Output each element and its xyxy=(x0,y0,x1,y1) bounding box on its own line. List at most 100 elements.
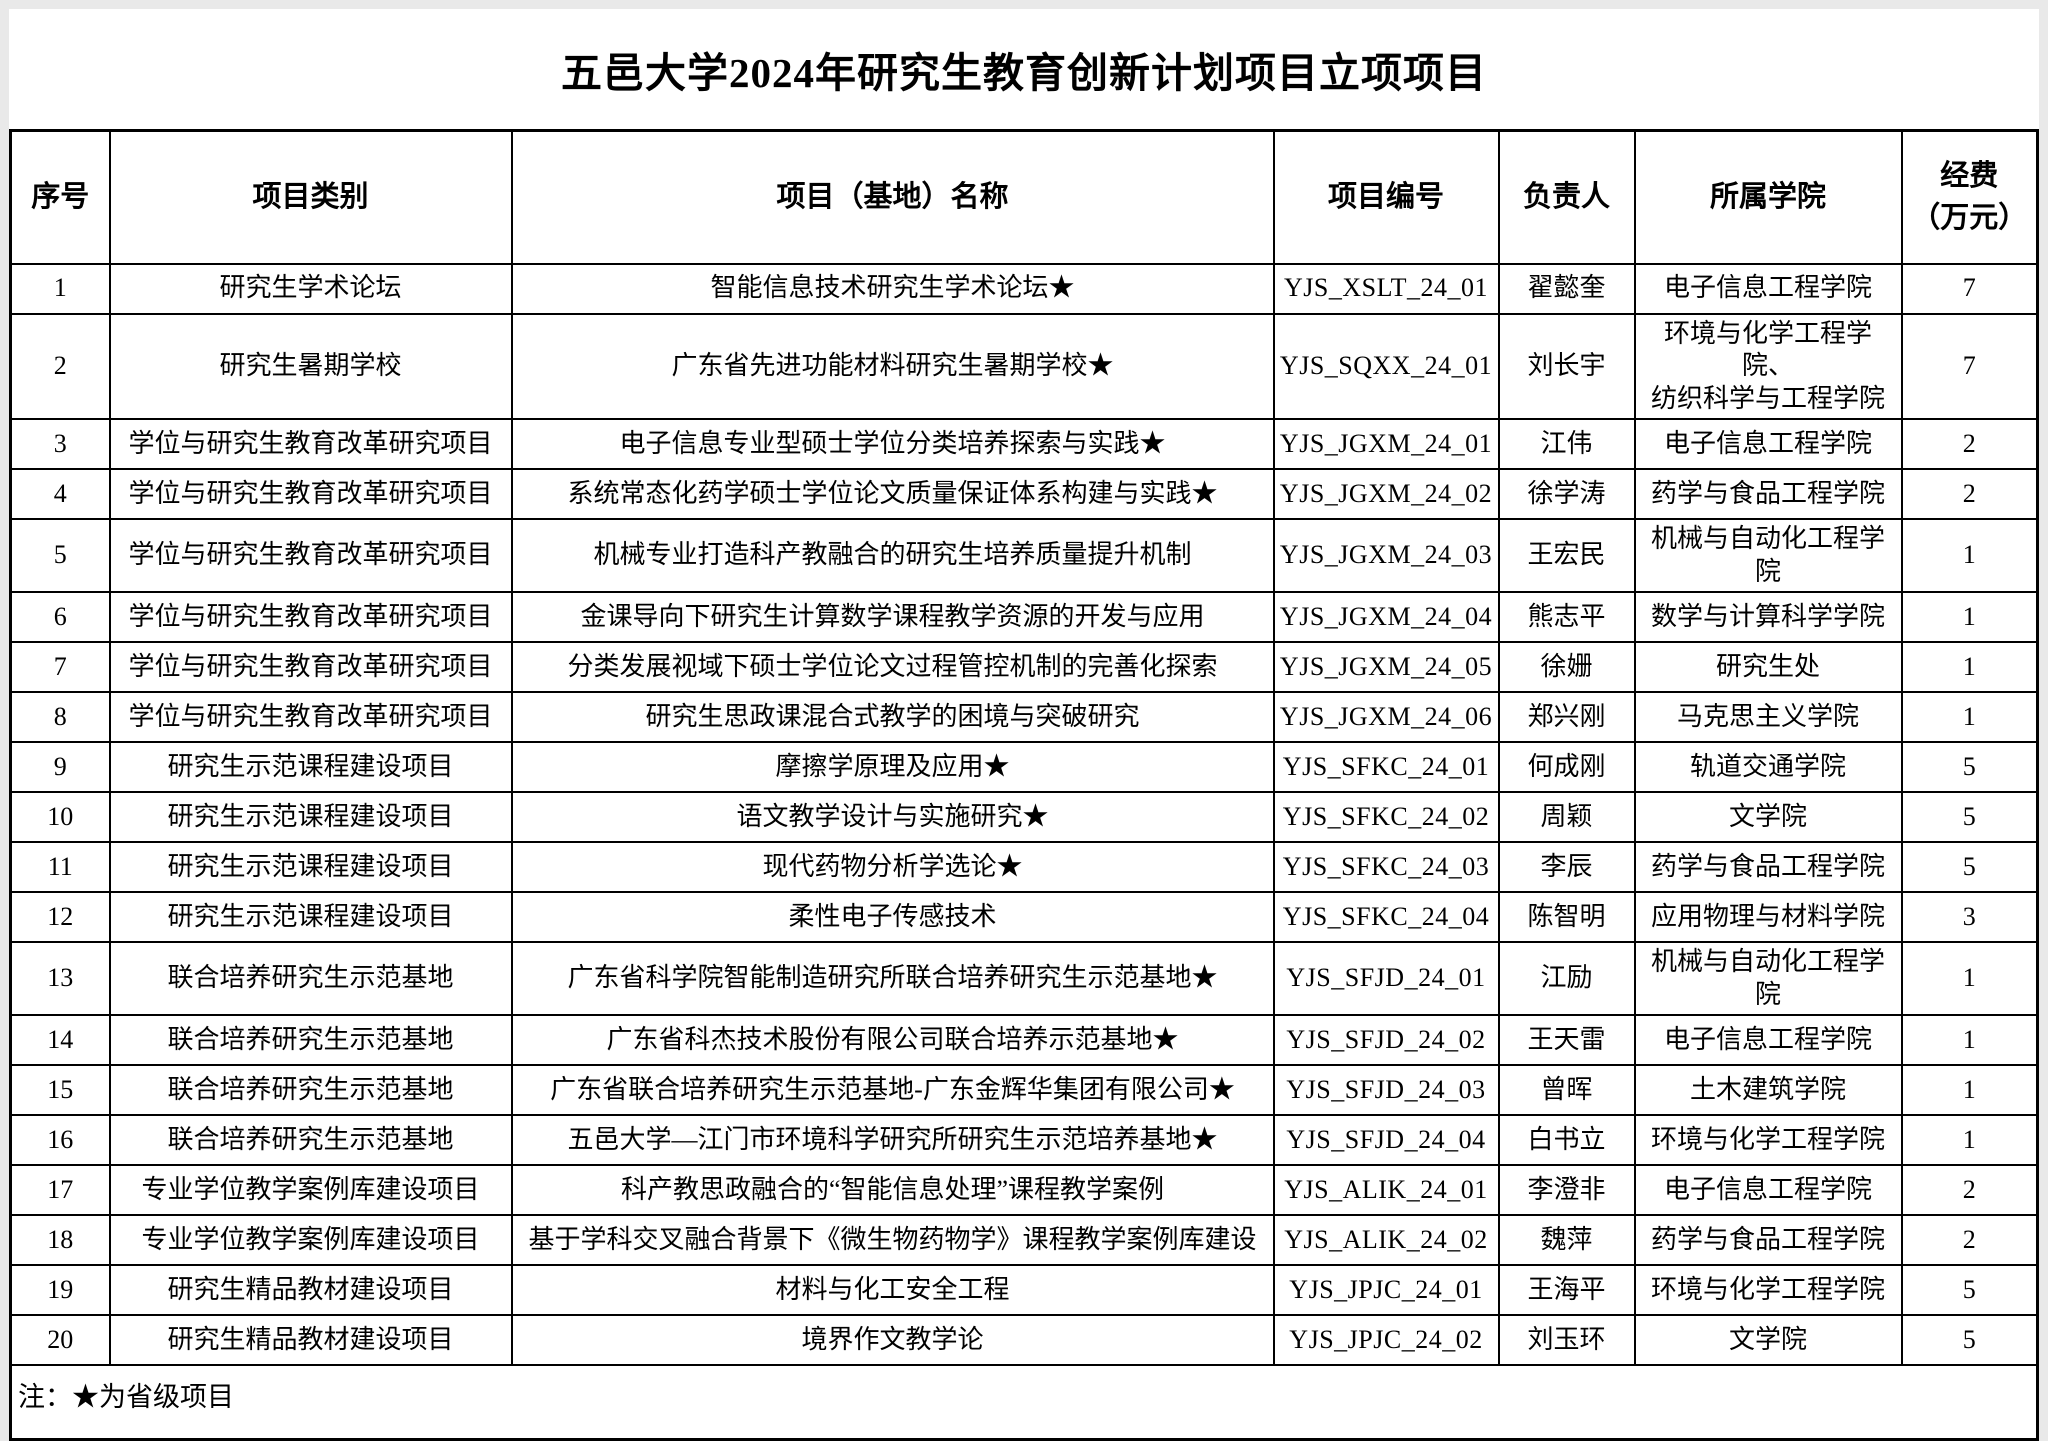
cell-college: 土木建筑学院 xyxy=(1633,1064,1903,1116)
cell-category: 专业学位教学案例库建设项目 xyxy=(108,1164,513,1216)
header-name: 项目（基地）名称 xyxy=(510,129,1275,265)
cell-college: 文学院 xyxy=(1633,1314,1903,1366)
cell-category: 联合培养研究生示范基地 xyxy=(108,1014,513,1066)
table-row: 2 研究生暑期学校 广东省先进功能材料研究生暑期学校★ YJS_SQXX_24_… xyxy=(9,312,2039,420)
table-row: 13 联合培养研究生示范基地 广东省科学院智能制造研究所联合培养研究生示范基地★… xyxy=(9,941,2039,1016)
cell-project-name: 柔性电子传感技术 xyxy=(510,891,1275,943)
cell-funding: 2 xyxy=(1900,418,2039,470)
cell-project-code: YJS_ALIK_24_02 xyxy=(1272,1214,1500,1266)
cell-leader: 王天雷 xyxy=(1497,1014,1636,1066)
cell-index: 17 xyxy=(9,1164,111,1216)
cell-index: 3 xyxy=(9,418,111,470)
cell-leader: 王宏民 xyxy=(1497,518,1636,593)
cell-college: 电子信息工程学院 xyxy=(1633,418,1903,470)
note-row: 注：★为省级项目 xyxy=(9,1364,2039,1440)
cell-project-code: YJS_SFJD_24_02 xyxy=(1272,1014,1500,1066)
cell-project-name: 广东省科杰技术股份有限公司联合培养示范基地★ xyxy=(510,1014,1275,1066)
cell-college: 轨道交通学院 xyxy=(1633,741,1903,793)
cell-project-code: YJS_JGXM_24_05 xyxy=(1272,641,1500,693)
cell-index: 5 xyxy=(9,518,111,593)
header-row: 序号 项目类别 项目（基地）名称 项目编号 负责人 所属学院 经费 （万元） xyxy=(9,129,2039,265)
cell-project-name: 语文教学设计与实施研究★ xyxy=(510,791,1275,843)
cell-index: 19 xyxy=(9,1264,111,1316)
table-row: 6 学位与研究生教育改革研究项目 金课导向下研究生计算数学课程教学资源的开发与应… xyxy=(9,591,2039,643)
table-row: 9 研究生示范课程建设项目 摩擦学原理及应用★ YJS_SFKC_24_01 何… xyxy=(9,741,2039,793)
table-body: 1 研究生学术论坛 智能信息技术研究生学术论坛★ YJS_XSLT_24_01 … xyxy=(9,262,2039,1366)
cell-college: 马克思主义学院 xyxy=(1633,691,1903,743)
cell-index: 9 xyxy=(9,741,111,793)
header-num: 序号 xyxy=(9,129,111,265)
table-row: 4 学位与研究生教育改革研究项目 系统常态化药学硕士学位论文质量保证体系构建与实… xyxy=(9,468,2039,520)
cell-index: 7 xyxy=(9,641,111,693)
cell-leader: 李辰 xyxy=(1497,841,1636,893)
cell-college: 应用物理与材料学院 xyxy=(1633,891,1903,943)
cell-index: 18 xyxy=(9,1214,111,1266)
cell-project-name: 研究生思政课混合式教学的困境与突破研究 xyxy=(510,691,1275,743)
cell-college: 机械与自动化工程学院 xyxy=(1633,518,1903,593)
projects-table: 序号 项目类别 项目（基地）名称 项目编号 负责人 所属学院 经费 （万元） 1… xyxy=(9,129,2039,1441)
cell-project-name: 材料与化工安全工程 xyxy=(510,1264,1275,1316)
cell-college: 文学院 xyxy=(1633,791,1903,843)
cell-project-code: YJS_SFKC_24_04 xyxy=(1272,891,1500,943)
cell-college: 环境与化学工程学院、 纺织科学与工程学院 xyxy=(1633,312,1903,420)
cell-college: 机械与自动化工程学院 xyxy=(1633,941,1903,1016)
cell-leader: 江励 xyxy=(1497,941,1636,1016)
cell-index: 2 xyxy=(9,312,111,420)
document-page: 五邑大学2024年研究生教育创新计划项目立项项目 序号 项目类别 项目（基地）名… xyxy=(9,9,2039,1441)
cell-category: 学位与研究生教育改革研究项目 xyxy=(108,641,513,693)
cell-college: 研究生处 xyxy=(1633,641,1903,693)
cell-project-name: 五邑大学—江门市环境科学研究所研究生示范培养基地★ xyxy=(510,1114,1275,1166)
cell-index: 6 xyxy=(9,591,111,643)
cell-project-name: 基于学科交叉融合背景下《微生物药物学》课程教学案例库建设 xyxy=(510,1214,1275,1266)
cell-college: 药学与食品工程学院 xyxy=(1633,1214,1903,1266)
cell-category: 研究生示范课程建设项目 xyxy=(108,841,513,893)
table-row: 8 学位与研究生教育改革研究项目 研究生思政课混合式教学的困境与突破研究 YJS… xyxy=(9,691,2039,743)
cell-project-code: YJS_JPJC_24_01 xyxy=(1272,1264,1500,1316)
cell-leader: 徐姗 xyxy=(1497,641,1636,693)
cell-index: 11 xyxy=(9,841,111,893)
cell-funding: 2 xyxy=(1900,468,2039,520)
cell-category: 研究生暑期学校 xyxy=(108,312,513,420)
cell-funding: 5 xyxy=(1900,841,2039,893)
cell-category: 学位与研究生教育改革研究项目 xyxy=(108,691,513,743)
table-row: 3 学位与研究生教育改革研究项目 电子信息专业型硕士学位分类培养探索与实践★ Y… xyxy=(9,418,2039,470)
cell-index: 1 xyxy=(9,262,111,315)
cell-leader: 江伟 xyxy=(1497,418,1636,470)
cell-funding: 7 xyxy=(1900,312,2039,420)
cell-category: 研究生示范课程建设项目 xyxy=(108,891,513,943)
cell-project-code: YJS_SFJD_24_03 xyxy=(1272,1064,1500,1116)
cell-project-name: 广东省先进功能材料研究生暑期学校★ xyxy=(510,312,1275,420)
cell-funding: 2 xyxy=(1900,1214,2039,1266)
cell-project-code: YJS_SFKC_24_01 xyxy=(1272,741,1500,793)
cell-project-code: YJS_XSLT_24_01 xyxy=(1272,262,1500,315)
cell-college: 环境与化学工程学院 xyxy=(1633,1264,1903,1316)
cell-college: 电子信息工程学院 xyxy=(1633,1164,1903,1216)
table-row: 12 研究生示范课程建设项目 柔性电子传感技术 YJS_SFKC_24_04 陈… xyxy=(9,891,2039,943)
cell-funding: 2 xyxy=(1900,1164,2039,1216)
cell-funding: 5 xyxy=(1900,791,2039,843)
table-row: 5 学位与研究生教育改革研究项目 机械专业打造科产教融合的研究生培养质量提升机制… xyxy=(9,518,2039,593)
header-category: 项目类别 xyxy=(108,129,513,265)
table-row: 19 研究生精品教材建设项目 材料与化工安全工程 YJS_JPJC_24_01 … xyxy=(9,1264,2039,1316)
cell-project-code: YJS_JGXM_24_06 xyxy=(1272,691,1500,743)
cell-project-name: 广东省科学院智能制造研究所联合培养研究生示范基地★ xyxy=(510,941,1275,1016)
cell-funding: 5 xyxy=(1900,1264,2039,1316)
cell-leader: 郑兴刚 xyxy=(1497,691,1636,743)
cell-category: 学位与研究生教育改革研究项目 xyxy=(108,418,513,470)
cell-category: 学位与研究生教育改革研究项目 xyxy=(108,591,513,643)
cell-funding: 1 xyxy=(1900,641,2039,693)
cell-category: 联合培养研究生示范基地 xyxy=(108,941,513,1016)
table-row: 18 专业学位教学案例库建设项目 基于学科交叉融合背景下《微生物药物学》课程教学… xyxy=(9,1214,2039,1266)
cell-index: 14 xyxy=(9,1014,111,1066)
cell-category: 学位与研究生教育改革研究项目 xyxy=(108,518,513,593)
cell-funding: 1 xyxy=(1900,1114,2039,1166)
cell-project-name: 智能信息技术研究生学术论坛★ xyxy=(510,262,1275,315)
cell-funding: 1 xyxy=(1900,1064,2039,1116)
cell-leader: 王海平 xyxy=(1497,1264,1636,1316)
table-row: 7 学位与研究生教育改革研究项目 分类发展视域下硕士学位论文过程管控机制的完善化… xyxy=(9,641,2039,693)
cell-leader: 刘长宇 xyxy=(1497,312,1636,420)
cell-funding: 5 xyxy=(1900,741,2039,793)
cell-project-code: YJS_ALIK_24_01 xyxy=(1272,1164,1500,1216)
cell-category: 研究生精品教材建设项目 xyxy=(108,1264,513,1316)
cell-project-name: 现代药物分析学选论★ xyxy=(510,841,1275,893)
